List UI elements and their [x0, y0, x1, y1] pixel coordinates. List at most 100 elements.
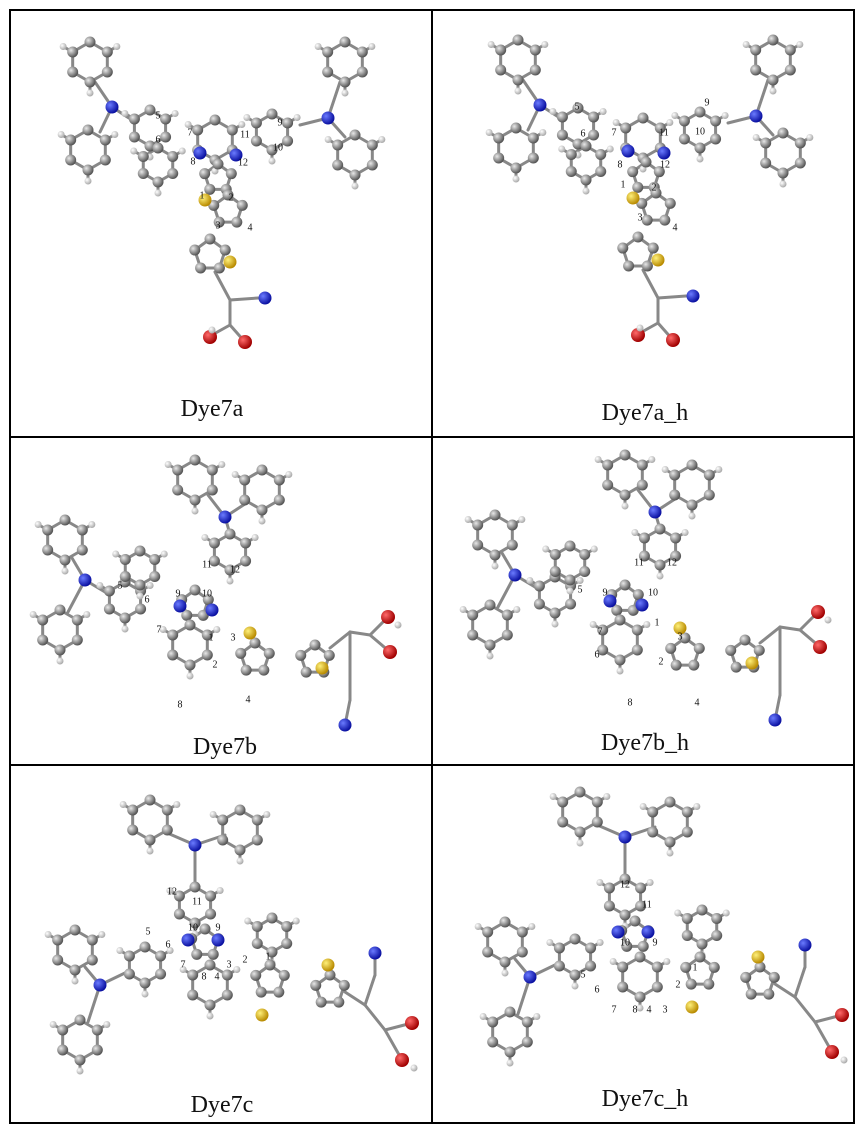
- atom: [486, 129, 493, 136]
- atom: [465, 516, 472, 523]
- atom: [185, 620, 196, 631]
- atom: [806, 134, 813, 141]
- atom: [769, 714, 782, 727]
- atom: [679, 116, 690, 127]
- atom: [487, 1017, 498, 1028]
- atom: [160, 114, 171, 125]
- atom: [237, 200, 248, 211]
- atom: [750, 110, 763, 123]
- atom-number: 9: [705, 97, 710, 108]
- atom: [688, 660, 699, 671]
- atom: [507, 1060, 514, 1067]
- atom: [550, 793, 557, 800]
- atom: [682, 807, 693, 818]
- atom: [620, 910, 631, 921]
- atom: [167, 168, 178, 179]
- atom: [505, 1047, 516, 1058]
- atom: [75, 1055, 86, 1066]
- atom: [147, 848, 154, 855]
- atom: [77, 525, 88, 536]
- atom: [116, 947, 123, 954]
- atom: [77, 545, 88, 556]
- molecule: [460, 450, 832, 727]
- atom: [332, 140, 343, 151]
- atom: [575, 787, 586, 798]
- atom: [581, 141, 592, 152]
- atom: [746, 657, 759, 670]
- atom: [750, 45, 761, 56]
- atom: [322, 959, 335, 972]
- atom: [566, 149, 577, 160]
- panel-caption: Dye7b_h: [601, 730, 689, 756]
- panel-caption: Dye7c_h: [602, 1086, 689, 1112]
- atom: [381, 610, 395, 624]
- atom: [252, 835, 263, 846]
- atom: [785, 65, 796, 76]
- atom: [507, 540, 518, 551]
- atom: [669, 490, 680, 501]
- atom: [285, 471, 292, 478]
- atom-number: 4: [248, 222, 253, 233]
- atom: [294, 114, 301, 121]
- atom: [149, 554, 160, 565]
- atom: [570, 970, 581, 981]
- atom: [167, 650, 178, 661]
- atom: [322, 67, 333, 78]
- bond: [230, 298, 258, 300]
- atom: [666, 119, 673, 126]
- atom: [129, 114, 140, 125]
- atom: [811, 605, 825, 619]
- atom: [596, 879, 603, 886]
- atom-number: 10: [695, 126, 705, 137]
- atom: [239, 475, 250, 486]
- atom: [522, 1017, 533, 1028]
- atom: [77, 1068, 84, 1075]
- atom: [145, 105, 156, 116]
- atom: [199, 168, 210, 179]
- atom: [588, 112, 599, 123]
- atom: [124, 951, 135, 962]
- atom: [102, 67, 113, 78]
- atom: [37, 635, 48, 646]
- atom: [208, 949, 219, 960]
- atom-number: 8: [618, 159, 623, 170]
- atom: [636, 599, 649, 612]
- atom: [350, 130, 361, 141]
- atom: [638, 113, 649, 124]
- atom-number: 7: [157, 624, 162, 635]
- atom: [679, 134, 690, 145]
- atom: [210, 811, 217, 818]
- atom: [55, 605, 66, 616]
- atom: [94, 979, 107, 992]
- atom: [768, 35, 779, 46]
- atom: [149, 571, 160, 582]
- atom: [209, 538, 220, 549]
- atom: [640, 803, 647, 810]
- atom: [138, 151, 149, 162]
- atom-number: 3: [678, 631, 683, 642]
- atom: [67, 47, 78, 58]
- atom: [205, 1000, 216, 1011]
- atom-number: 10: [188, 922, 198, 933]
- atom: [799, 939, 812, 952]
- atom: [224, 256, 237, 269]
- atom: [517, 947, 528, 958]
- atom: [534, 99, 547, 112]
- atom: [620, 580, 631, 591]
- atom: [841, 1057, 848, 1064]
- atom: [754, 645, 765, 656]
- atom-number: 2: [229, 192, 234, 203]
- atom: [222, 970, 233, 981]
- atom-number: 3: [227, 959, 232, 970]
- atom: [655, 560, 666, 571]
- atom: [252, 938, 263, 949]
- atom: [72, 615, 83, 626]
- atom-number: 9: [603, 587, 608, 598]
- atom: [217, 887, 224, 894]
- atom: [357, 67, 368, 78]
- atom: [83, 611, 90, 618]
- atom: [50, 1021, 57, 1028]
- atom-number: 1: [655, 617, 660, 628]
- atom: [750, 65, 761, 76]
- atom: [251, 118, 262, 129]
